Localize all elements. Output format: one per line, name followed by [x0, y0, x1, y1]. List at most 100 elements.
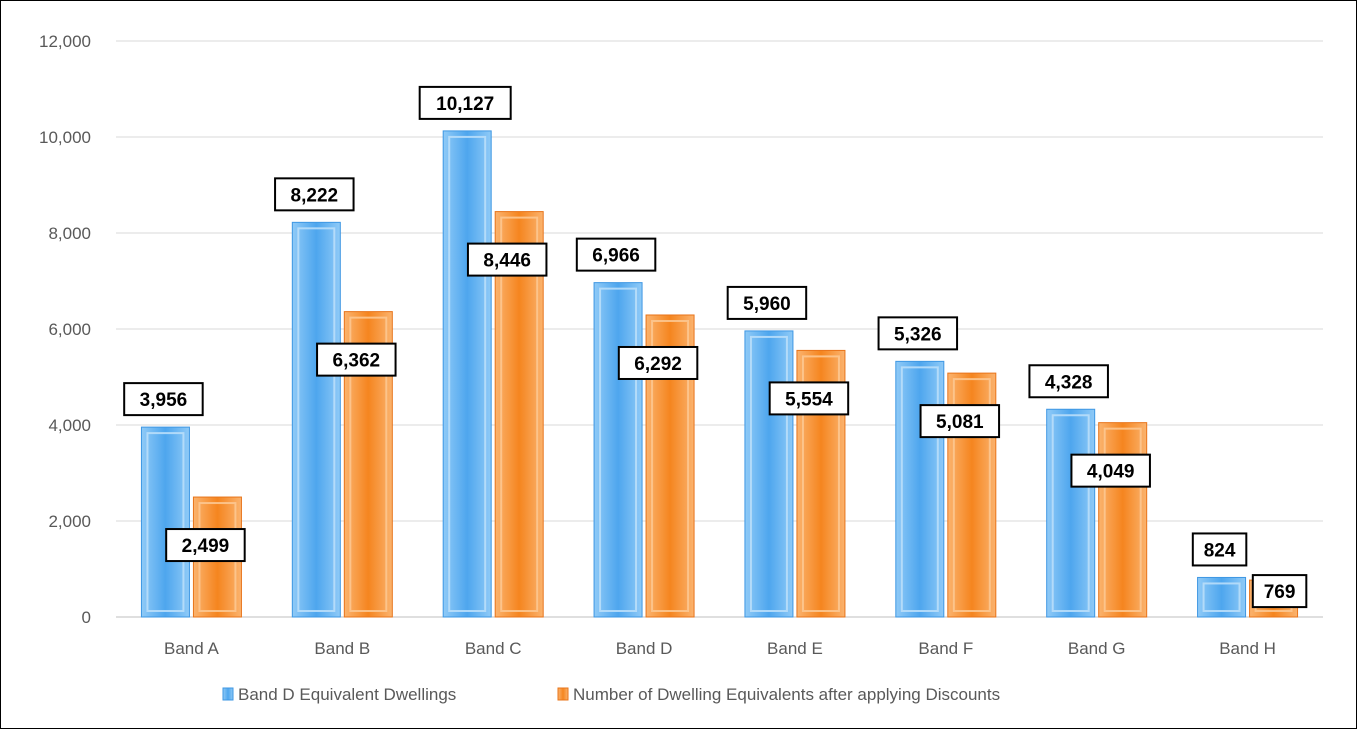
bar: [744, 330, 794, 618]
y-tick-label: 0: [82, 608, 91, 627]
legend-swatch: [557, 687, 569, 701]
y-tick-label: 8,000: [48, 224, 91, 243]
data-label: 769: [1251, 574, 1308, 609]
bar-bevel: [1103, 427, 1142, 613]
bar-bevel: [801, 355, 840, 612]
legend: Band D Equivalent Dwellings Number of Dwe…: [222, 685, 1000, 704]
x-tick-label: Band B: [314, 639, 370, 658]
bar-band-d-equivalent-7: [1197, 576, 1247, 618]
bar-bevel: [500, 216, 539, 612]
legend-swatch: [222, 687, 234, 701]
data-label: 4,049: [1070, 453, 1151, 488]
data-label-box: [919, 404, 1001, 439]
y-tick-label: 6,000: [48, 320, 91, 339]
bar: [895, 360, 945, 618]
data-label-box: [575, 237, 657, 272]
data-label: 5,081: [919, 404, 1001, 439]
data-label-box: [123, 382, 204, 417]
bar-bevel: [749, 335, 788, 612]
bar: [494, 211, 544, 618]
x-tick-label: Band F: [918, 639, 973, 658]
data-label: 5,960: [726, 285, 808, 320]
bar-bevel: [952, 378, 991, 612]
x-tick-label: Band G: [1068, 639, 1126, 658]
data-label: 8,446: [466, 242, 548, 277]
bar-after-discounts-2: [494, 211, 544, 618]
data-label: 3,956: [123, 382, 204, 417]
data-label: 6,966: [575, 237, 657, 272]
data-label-text: 8,446: [483, 251, 531, 272]
y-axis: 0 2,000 4,000 6,000 8,000 10,000 12,000: [39, 32, 91, 627]
data-labels: 3,956 2,499 8,222 6,362 10,127 8,446 6,966 6,29…: [123, 85, 1308, 609]
bar: [1098, 422, 1148, 618]
bar-bevel: [297, 227, 336, 612]
legend-label: Band D Equivalent Dwellings: [238, 685, 456, 704]
x-axis: Band A Band B Band C Band D Band E Band F Band…: [164, 639, 1276, 658]
bar: [140, 426, 190, 618]
data-label-box: [418, 85, 512, 120]
y-tick-label: 4,000: [48, 416, 91, 435]
x-tick-label: Band E: [767, 639, 823, 658]
data-label-text: 6,362: [333, 351, 381, 372]
bar: [1046, 408, 1096, 618]
data-label: 824: [1191, 532, 1248, 567]
data-label-box: [274, 177, 355, 212]
legend-item-band-d-equivalent: Band D Equivalent Dwellings: [222, 685, 456, 704]
bar-bevel: [349, 316, 388, 612]
data-label-text: 10,127: [436, 94, 494, 115]
data-label-text: 769: [1264, 582, 1296, 603]
data-label: 8,222: [274, 177, 355, 212]
data-label-text: 824: [1204, 540, 1236, 561]
data-label-box: [316, 342, 397, 377]
y-tick-label: 2,000: [48, 512, 91, 531]
legend-item-after-discounts: Number of Dwelling Equivalents after app…: [557, 685, 1000, 704]
data-label: 6,292: [617, 345, 699, 380]
bar-after-discounts-6: [1098, 422, 1148, 618]
x-tick-label: Band D: [616, 639, 673, 658]
data-label-box: [466, 242, 548, 277]
data-label-box: [877, 316, 959, 351]
bar-bevel: [146, 432, 185, 612]
bar-band-d-equivalent-3: [593, 282, 643, 618]
data-label-text: 2,499: [182, 536, 230, 557]
bar-band-d-equivalent-2: [442, 130, 492, 618]
bar-bevel: [448, 135, 487, 613]
x-tick-label: Band A: [164, 639, 219, 658]
y-tick-label: 12,000: [39, 32, 91, 51]
data-label-box: [617, 345, 699, 380]
data-label: 4,328: [1028, 364, 1109, 399]
data-label-text: 4,328: [1045, 372, 1093, 393]
data-label-text: 6,292: [634, 354, 682, 375]
data-label-text: 4,049: [1087, 462, 1135, 483]
bar-bevel: [900, 366, 939, 612]
data-label: 5,554: [768, 381, 850, 416]
data-label-text: 6,966: [592, 246, 640, 267]
x-tick-label: Band H: [1219, 639, 1276, 658]
bar-bevel: [651, 319, 690, 612]
bar-band-d-equivalent-5: [895, 360, 945, 618]
data-label-text: 5,081: [936, 412, 984, 433]
data-label-box: [1070, 453, 1151, 488]
data-label: 5,326: [877, 316, 959, 351]
bar-band-d-equivalent-6: [1046, 408, 1096, 618]
bar: [593, 282, 643, 618]
bar: [442, 130, 492, 618]
bar-bevel: [1051, 414, 1090, 613]
data-label-box: [726, 285, 808, 320]
bar-bevel: [1202, 582, 1241, 612]
bar-band-d-equivalent-1: [291, 221, 341, 618]
legend-label: Number of Dwelling Equivalents after app…: [573, 685, 1000, 704]
bar-bevel: [599, 287, 638, 612]
bar-band-d-equivalent-4: [744, 330, 794, 618]
data-label-text: 8,222: [291, 185, 339, 206]
data-label-box: [1028, 364, 1109, 399]
bar-band-d-equivalent-0: [140, 426, 190, 618]
data-label: 2,499: [165, 528, 246, 563]
data-label-box: [1251, 574, 1308, 609]
data-label-text: 3,956: [140, 390, 188, 411]
data-label: 10,127: [418, 85, 512, 120]
data-label-text: 5,554: [785, 389, 833, 410]
x-tick-label: Band C: [465, 639, 522, 658]
